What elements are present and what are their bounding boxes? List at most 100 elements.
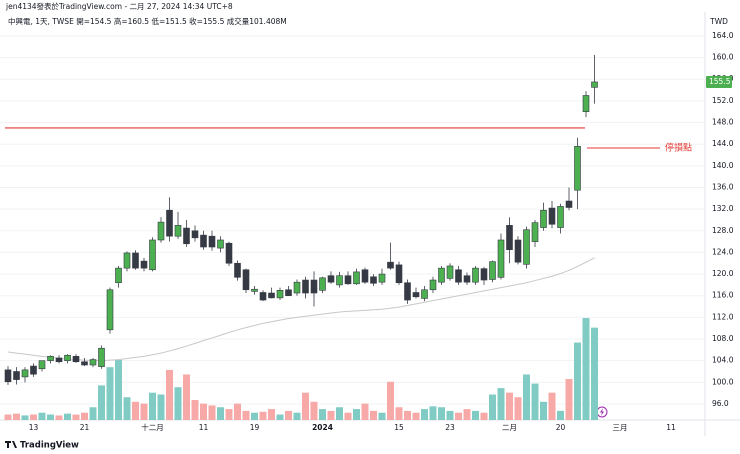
volume-bar [268,409,275,420]
candle-body [412,292,420,298]
volume-bar [157,394,165,420]
y-tick-label: 136.0 [712,182,734,191]
volume-bar [276,414,284,420]
x-tick-label: 2024 [312,423,333,432]
volume-bar [174,387,182,420]
candle-body [98,347,105,367]
candle-body [446,265,454,279]
candle-body [344,275,352,285]
candle-body [489,261,496,280]
candle-body [336,275,343,286]
candle-body [225,242,233,264]
candle-body [251,288,258,292]
volume-bar [38,412,46,420]
candle-body [497,239,505,278]
x-tick-label: 二月 [502,423,517,432]
volume-bar [327,410,335,420]
volume-bar [353,409,360,420]
volume-bar [259,411,267,420]
candle-body [30,365,37,375]
volume-bar [574,342,581,420]
x-tick-label: 11 [199,423,209,432]
volume-bar [72,414,80,420]
candle-body [64,354,71,361]
volume-bar [557,410,564,420]
volume-bar [98,385,105,420]
candle-body [438,267,445,283]
candle-body [55,357,63,363]
candle-body [370,276,377,284]
currency: TWD [709,17,728,26]
volume-bar [497,388,505,420]
volume-bar [225,409,233,420]
candle-body [149,239,156,271]
candle-body [259,292,267,301]
x-tick-label: 十二月 [141,422,164,432]
candle-body [472,267,479,283]
volume-bar [480,412,488,420]
volume-bar [540,401,547,420]
volume-bar [234,403,241,420]
volume-bar [395,407,403,420]
volume-bar [208,405,216,420]
candle-body [353,271,360,285]
volume-bar [514,397,522,420]
volume-bar [523,374,530,420]
candle-body [387,261,394,269]
candle-body [200,234,207,248]
volume-bar [21,415,29,420]
alert-icon [596,406,608,418]
volume-bar [115,359,122,420]
volume-bar [361,403,369,420]
candle-body [217,239,224,249]
candle-body [327,275,335,283]
candle-body [506,225,513,251]
volume-bar [191,399,199,420]
legend-text: 中興電, 1天, TWSE 開=154.5 高=160.5 低=151.5 收=… [8,16,287,26]
volume-bar [64,413,71,420]
y-tick-label: 120.0 [712,269,734,278]
candle-body [540,209,547,228]
volume-bar [285,410,292,420]
candle-body [183,227,190,245]
volume-bar [319,409,326,420]
candle-body [574,146,581,191]
volume-bar [200,403,207,420]
volume-bar [132,401,139,420]
volume-bar [217,407,224,420]
x-tick-label: 15 [394,423,404,432]
volume-bar [489,394,496,420]
volume-bar [446,410,454,420]
volume-bar [404,410,411,420]
volume-bar [582,318,590,420]
volume-bar [251,412,258,420]
volume-bar [89,407,97,420]
y-tick-label: 128.0 [712,226,734,235]
candle-body [276,290,284,299]
candle-body [404,282,411,301]
last-price-label: 155.5 [709,77,731,86]
x-tick-label: 23 [445,423,455,432]
volume-bar [166,369,173,420]
volume-bar [13,413,20,420]
candle-body [72,356,80,363]
candle-body [421,289,428,299]
volume-bar [293,412,301,420]
volume-bar [591,327,598,420]
candle-body [361,269,369,283]
candle-body [531,222,539,242]
candle-body [582,95,590,113]
candle-body [166,209,173,237]
x-tick-label: 20 [556,423,566,432]
x-tick-label: 21 [80,423,90,432]
candle-body [310,279,318,294]
volume-bar [438,407,445,420]
candle-body [548,207,556,225]
footer-logo: TradingView [5,441,79,451]
header: jen4134發表於TradingView.com - 二月 27, 2024 … [5,1,233,11]
y-tick-label: 104.0 [712,356,734,365]
candle-body [4,369,12,383]
volume-bar [81,412,88,420]
volume-bar [336,407,343,420]
